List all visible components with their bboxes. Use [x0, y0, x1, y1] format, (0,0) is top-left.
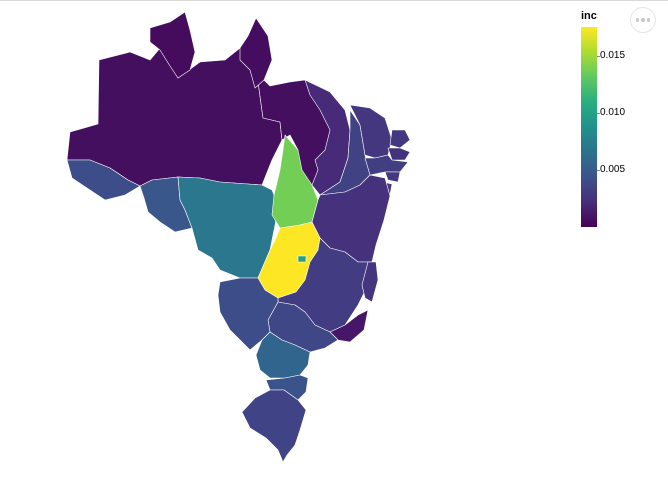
dot-icon: [646, 18, 651, 22]
legend-color-ramp: [581, 27, 597, 227]
legend-tick-mark: [597, 56, 600, 57]
dot-icon: [641, 18, 645, 22]
legend-tick-label: 0.010: [600, 107, 626, 118]
legend-tick-label: 0.015: [600, 50, 626, 61]
legend-tick-mark: [597, 170, 600, 171]
state-region[interactable]: [364, 154, 409, 176]
state-region[interactable]: [297, 255, 307, 263]
state-region[interactable]: [361, 261, 379, 303]
state-region[interactable]: [149, 11, 196, 79]
state-region[interactable]: [329, 309, 369, 343]
legend-tick-mark: [597, 113, 600, 114]
state-region[interactable]: [387, 147, 411, 161]
legend-title: inc: [581, 10, 597, 22]
more-options-button[interactable]: [630, 7, 656, 33]
state-region[interactable]: [384, 171, 401, 183]
state-region[interactable]: [66, 159, 141, 201]
legend-tick-label: 0.005: [600, 164, 626, 175]
state-region[interactable]: [177, 176, 279, 279]
dot-icon: [635, 18, 640, 22]
state-region[interactable]: [255, 331, 311, 379]
state-region[interactable]: [389, 129, 411, 149]
top-border: [0, 0, 668, 1]
state-region[interactable]: [304, 79, 351, 196]
state-region[interactable]: [241, 389, 307, 463]
state-region[interactable]: [239, 17, 273, 89]
